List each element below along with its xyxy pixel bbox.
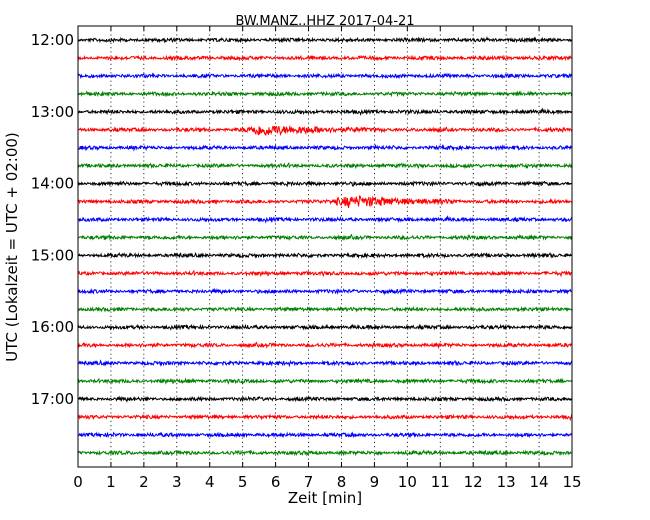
seismic-trace [77, 341, 573, 350]
x-tick-label: 3 [172, 473, 182, 491]
seismic-trace [77, 359, 573, 368]
x-tick-label: 13 [497, 473, 516, 491]
seismic-trace [77, 180, 573, 188]
x-axis-label: Zeit [min] [288, 489, 362, 507]
x-tick-label: 6 [271, 473, 281, 491]
seismic-trace [77, 195, 573, 209]
y-axis-ticks: 12:00 13:00 14:00 15:00 16:00 17:00 [31, 31, 572, 408]
seismic-trace [77, 54, 573, 62]
y-axis-label: UTC (Lokalzeit = UTC + 02:00) [3, 132, 21, 362]
seismic-trace [77, 233, 573, 242]
x-tick-label: 8 [337, 473, 347, 491]
seismic-trace [77, 269, 573, 278]
seismic-trace [77, 395, 573, 403]
traces [77, 35, 573, 457]
seismic-trace [77, 72, 573, 80]
seismic-trace [77, 125, 573, 137]
seismic-trace [77, 90, 573, 98]
seismic-trace [77, 305, 573, 313]
seismic-trace [77, 449, 573, 457]
x-tick-label: 9 [370, 473, 380, 491]
seismic-trace [77, 431, 573, 439]
grid-lines [110, 26, 540, 467]
x-tick-label: 5 [238, 473, 248, 491]
seismic-trace [77, 107, 573, 117]
y-tick-label: 15:00 [31, 246, 74, 264]
x-tick-label: 4 [205, 473, 215, 491]
x-tick-label: 7 [304, 473, 314, 491]
x-tick-label: 14 [530, 473, 549, 491]
x-tick-label: 10 [398, 473, 417, 491]
x-axis-ticks: 0 1 2 3 4 5 6 7 8 9 10 11 12 13 14 15 [73, 26, 582, 491]
x-tick-label: 1 [106, 473, 116, 491]
y-tick-label: 17:00 [31, 390, 74, 408]
y-tick-label: 16:00 [31, 318, 74, 336]
seismic-trace [77, 251, 573, 260]
plot-frame [77, 25, 573, 468]
y-tick-label: 12:00 [31, 31, 74, 49]
seismic-trace [77, 377, 573, 385]
seismic-trace [77, 323, 573, 331]
x-tick-label: 12 [464, 473, 483, 491]
seismic-trace [77, 215, 573, 224]
seismic-trace [77, 162, 573, 170]
x-tick-label: 11 [431, 473, 450, 491]
x-tick-label: 2 [139, 473, 149, 491]
x-tick-label: 0 [73, 473, 83, 491]
x-tick-label: 15 [562, 473, 581, 491]
y-tick-label: 13:00 [31, 103, 74, 121]
seismic-trace [77, 143, 573, 152]
y-tick-label: 14:00 [31, 175, 74, 193]
seismic-trace [77, 35, 573, 44]
seismic-trace [77, 287, 573, 296]
seismic-trace [77, 413, 573, 422]
chart-title: BW.MANZ..HHZ 2017-04-21 [235, 14, 414, 29]
